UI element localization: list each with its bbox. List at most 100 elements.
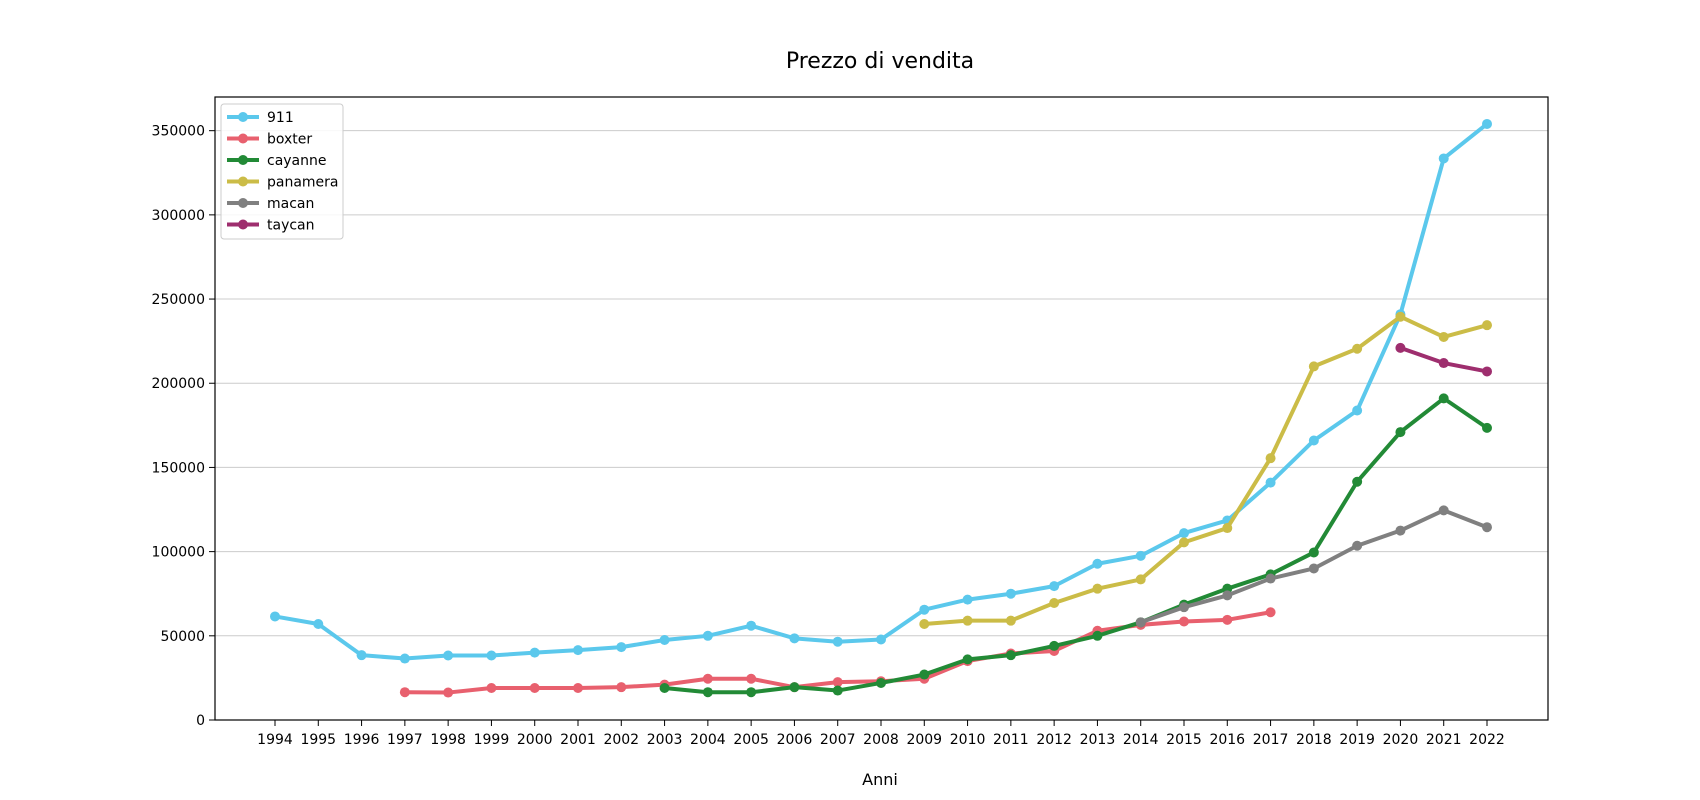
data-point	[1092, 630, 1103, 641]
series-taycan	[1395, 342, 1492, 377]
legend-label: panamera	[267, 175, 339, 191]
y-tick-label: 350000	[152, 124, 205, 140]
data-point	[1222, 614, 1233, 625]
x-tick-label: 2002	[603, 732, 639, 748]
x-tick-label: 2016	[1209, 732, 1245, 748]
x-tick-label: 2009	[906, 732, 942, 748]
data-point	[1135, 617, 1146, 628]
x-tick-label: 2007	[820, 732, 856, 748]
legend-label: boxter	[267, 132, 312, 148]
x-axis-label: Anni	[862, 770, 898, 789]
data-point	[1135, 550, 1146, 561]
data-point	[1179, 528, 1189, 539]
data-point	[1179, 602, 1189, 613]
data-point	[1179, 616, 1189, 627]
data-point	[1179, 537, 1189, 548]
data-point	[573, 683, 583, 694]
data-point	[962, 654, 973, 665]
data-point	[1265, 607, 1276, 618]
data-point	[1395, 525, 1406, 536]
data-point	[1092, 583, 1103, 594]
data-point	[1005, 588, 1016, 599]
data-point	[1308, 435, 1319, 446]
data-point	[1438, 358, 1449, 369]
data-point	[1265, 453, 1276, 464]
x-tick-label: 2021	[1426, 732, 1462, 748]
x-tick-label: 2000	[517, 732, 553, 748]
data-point	[1352, 476, 1363, 487]
series-panamera	[919, 311, 1492, 630]
data-point	[1482, 422, 1492, 433]
y-tick-label: 50000	[160, 629, 205, 645]
series-cayanne	[659, 393, 1492, 698]
data-point	[1222, 523, 1233, 534]
legend-label: cayanne	[267, 153, 327, 169]
y-tick-label: 150000	[152, 460, 205, 476]
data-point	[832, 677, 843, 688]
legend-item: cayanne	[227, 153, 327, 169]
x-tick-label: 2008	[863, 732, 899, 748]
data-point	[616, 682, 627, 693]
data-point	[1438, 393, 1449, 404]
data-point	[832, 685, 843, 696]
x-tick-label: 1997	[387, 732, 423, 748]
y-tick-label: 300000	[152, 208, 205, 224]
data-point	[1049, 581, 1060, 592]
data-point	[1352, 405, 1363, 416]
data-point	[1395, 427, 1406, 438]
y-tick-label: 200000	[152, 376, 205, 392]
data-point	[1092, 558, 1103, 569]
data-point	[443, 687, 454, 698]
x-tick-label: 1994	[257, 732, 293, 748]
chart-title: Prezzo di vendita	[786, 49, 974, 74]
data-point	[1005, 615, 1016, 626]
data-point	[1308, 547, 1319, 558]
legend-marker	[238, 219, 248, 230]
data-point	[1049, 597, 1060, 608]
data-point	[876, 634, 886, 645]
x-tick-label: 1998	[430, 732, 466, 748]
x-tick-label: 2004	[690, 732, 726, 748]
x-axis: 1994 1995 1996 1997 1998 1999 2000 2001 2002 2003…	[257, 720, 1505, 748]
data-point	[919, 669, 930, 680]
series-line	[922, 314, 1489, 627]
data-point	[1005, 650, 1016, 661]
data-point	[1395, 342, 1406, 353]
data-point	[702, 687, 713, 698]
data-point	[1352, 343, 1363, 354]
x-tick-label: 2013	[1080, 732, 1116, 748]
legend-label: 911	[267, 110, 294, 126]
legend-marker	[238, 112, 248, 122]
x-tick-label: 2003	[647, 732, 683, 748]
data-point	[270, 611, 280, 622]
x-tick-label: 2006	[777, 732, 813, 748]
data-point	[1265, 477, 1276, 488]
data-point	[659, 683, 670, 694]
data-point	[962, 594, 973, 605]
data-point	[746, 687, 757, 698]
y-tick-label: 0	[196, 713, 205, 729]
y-axis: 0 50000 100000 150000 200000 250000 300000 3500…	[152, 124, 215, 729]
legend-marker	[238, 176, 248, 187]
legend-marker	[238, 133, 248, 144]
data-point	[529, 683, 540, 694]
data-point	[789, 682, 800, 693]
data-point	[529, 647, 540, 658]
data-point	[399, 687, 410, 698]
data-point	[962, 615, 973, 626]
data-point	[1135, 574, 1146, 585]
data-point	[486, 650, 497, 661]
data-point	[616, 642, 627, 653]
series-line	[273, 121, 1489, 661]
data-point	[789, 633, 800, 644]
data-point	[399, 653, 410, 664]
data-point	[1352, 540, 1363, 551]
data-point	[1482, 522, 1492, 533]
data-point	[573, 645, 583, 656]
data-point	[832, 636, 843, 647]
plot-frame	[214, 96, 1549, 721]
data-point	[659, 635, 670, 646]
data-point	[1438, 505, 1449, 516]
x-tick-label: 1999	[474, 732, 510, 748]
